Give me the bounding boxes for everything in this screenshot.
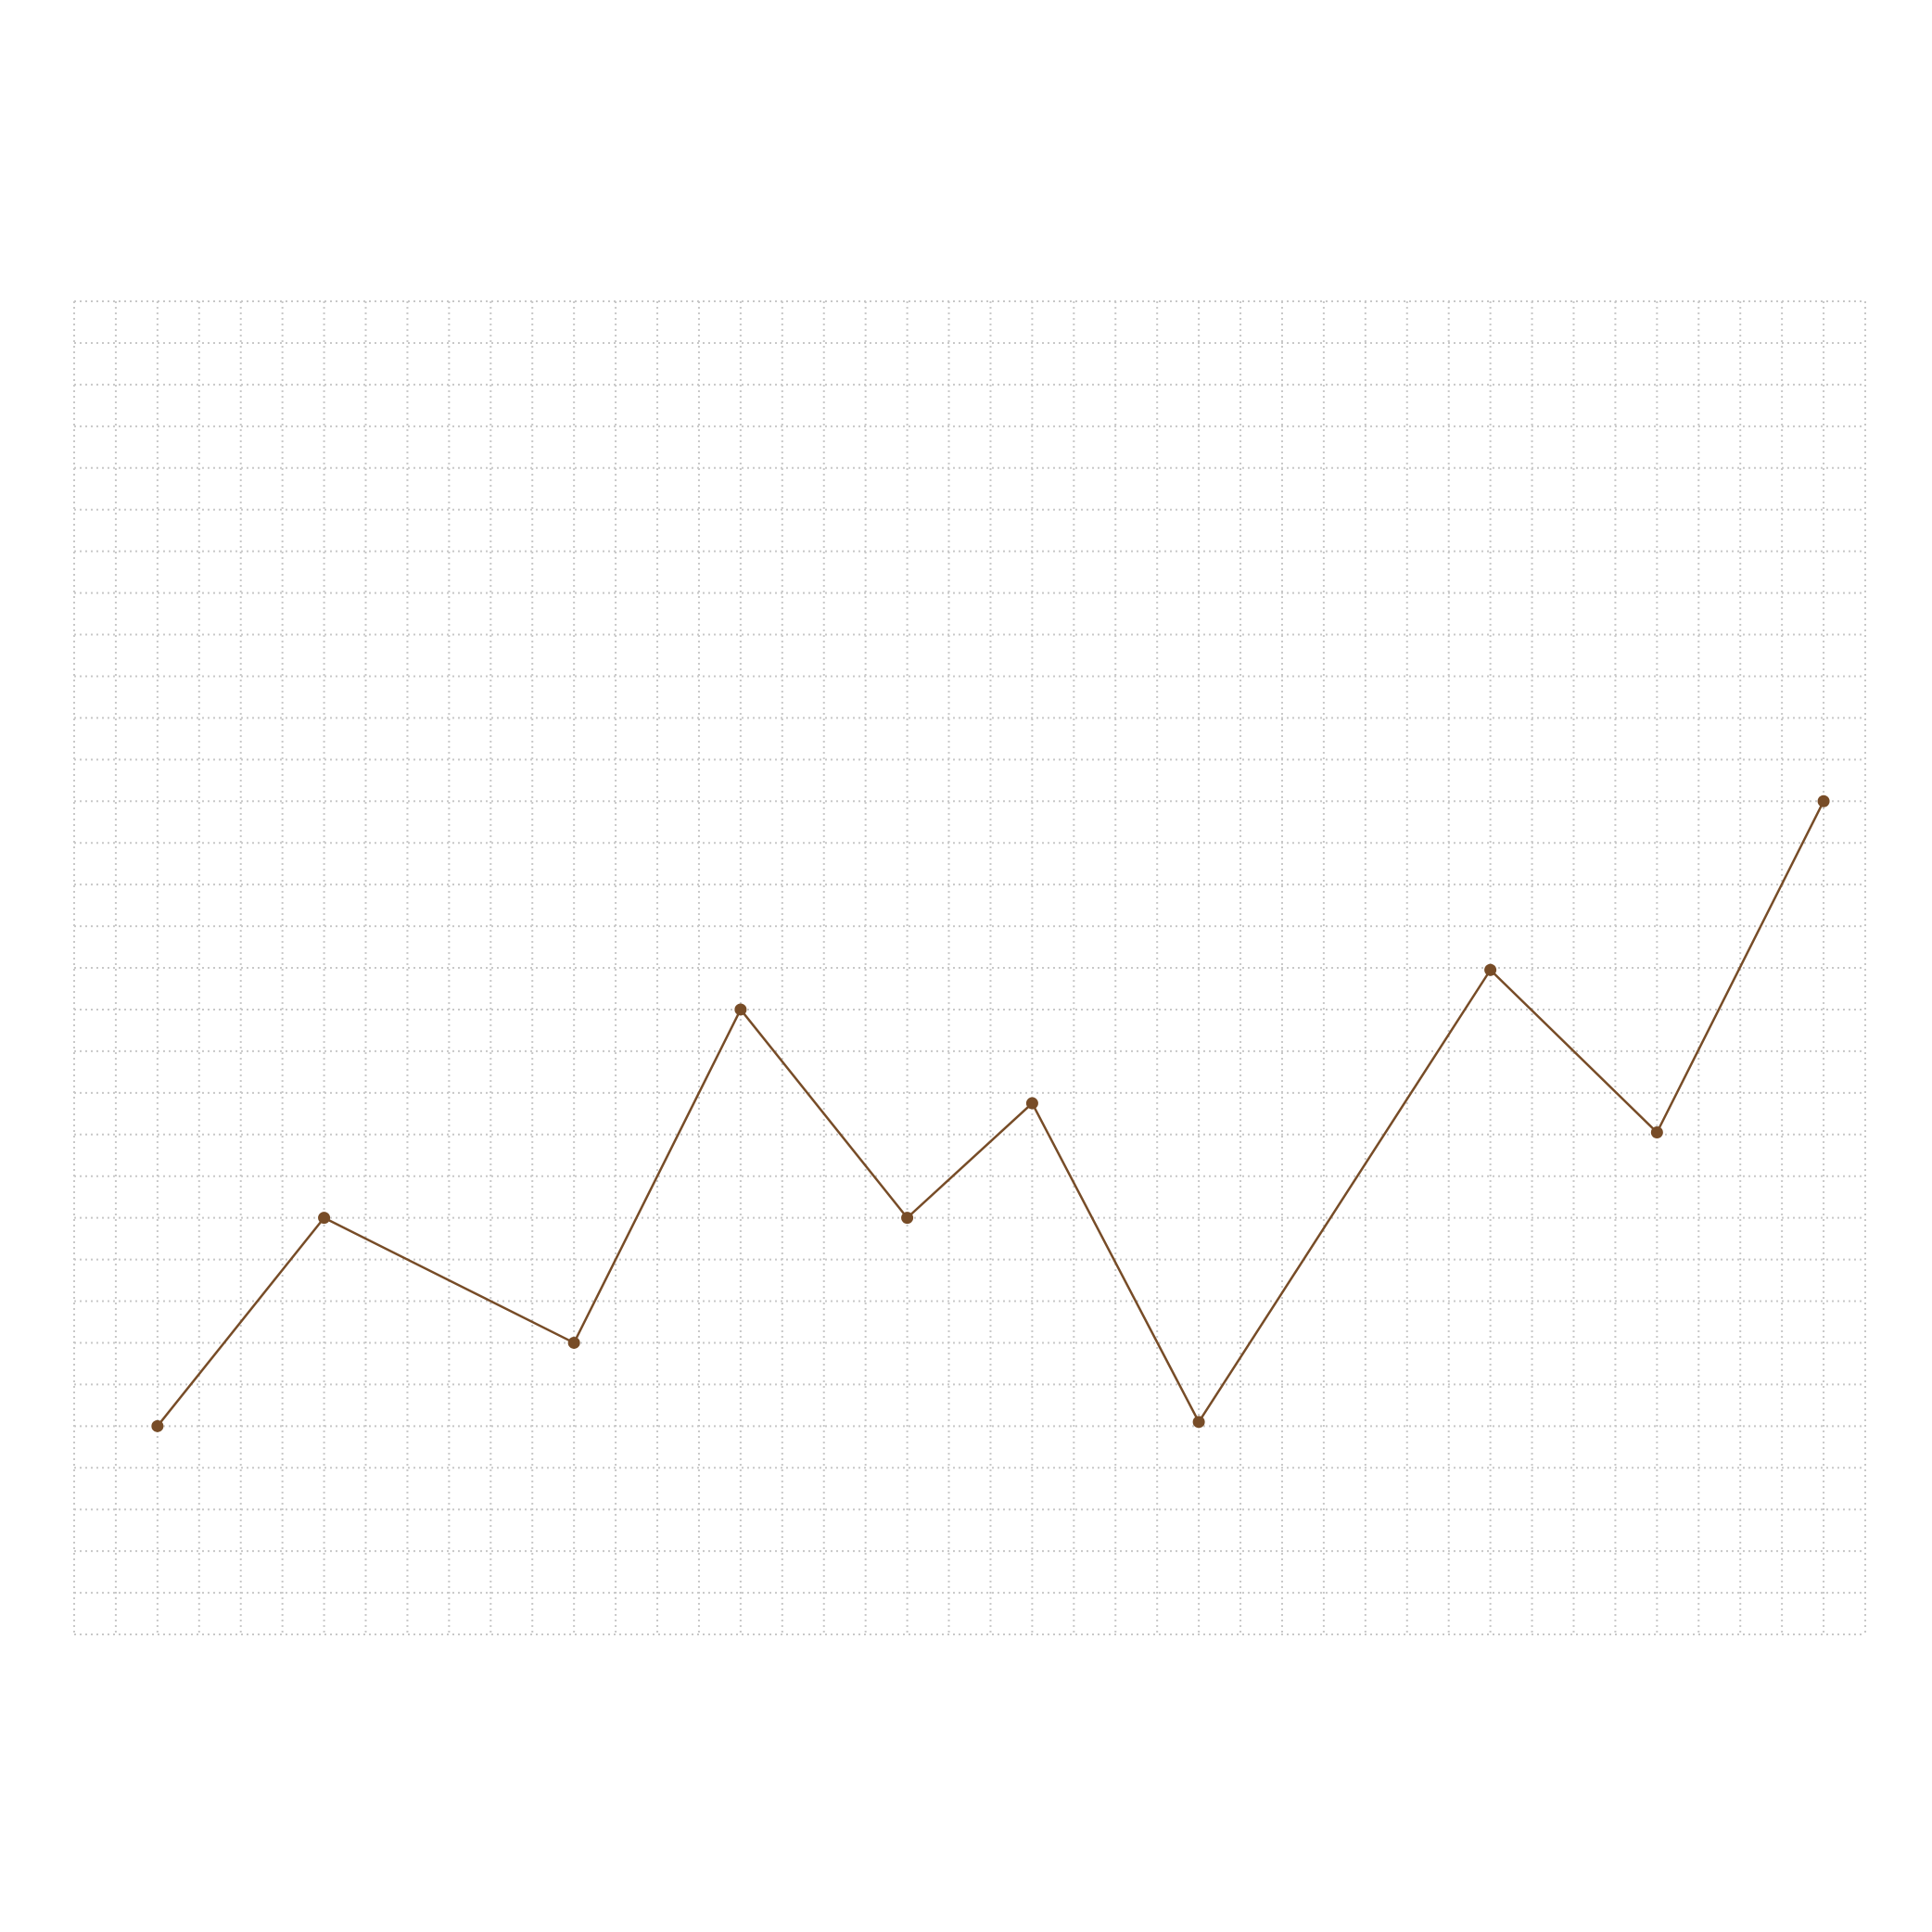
data-point <box>1817 794 1830 807</box>
data-point <box>567 1336 580 1349</box>
data-point <box>1025 1097 1038 1110</box>
grid <box>73 300 1866 1635</box>
data-point <box>901 1212 914 1225</box>
series-line <box>156 800 1825 1428</box>
data-point <box>1484 963 1497 976</box>
data-point <box>734 1003 747 1016</box>
series-group <box>156 800 1825 1428</box>
marker-group <box>151 794 1830 1432</box>
data-point <box>318 1212 331 1225</box>
data-point <box>1192 1416 1205 1429</box>
data-point <box>1650 1126 1663 1139</box>
data-point <box>151 1419 164 1432</box>
